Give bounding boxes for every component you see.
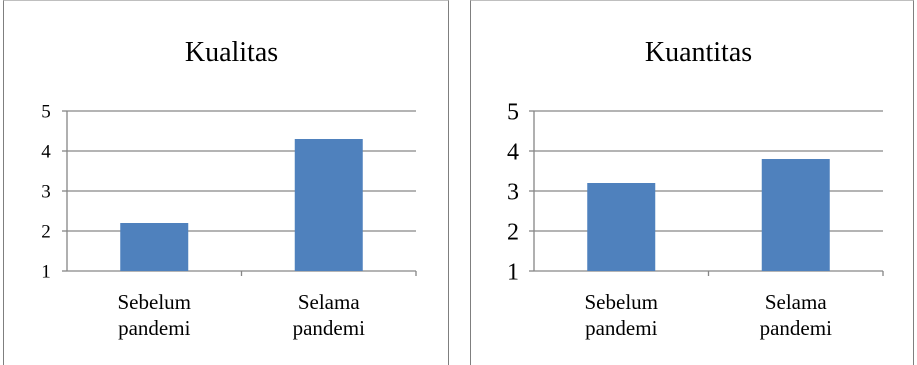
chart-panel-kuantitas: Kuantitas 1 2 3 4 5 Sebelum pandemi Selama pandem… bbox=[470, 0, 914, 365]
chart-1-title: Kuantitas bbox=[645, 37, 752, 68]
chart-1-bar-1 bbox=[761, 159, 830, 271]
chart-1-category-label-0-1: pandemi bbox=[585, 316, 657, 340]
chart-1-ytick-label-4: 4 bbox=[507, 139, 519, 165]
chart-0-ytick-label-4: 4 bbox=[41, 142, 51, 163]
chart-0-category-label-0-0: Sebelum bbox=[118, 290, 192, 314]
chart-1-ytick-label-3: 3 bbox=[507, 179, 519, 205]
chart-1-ytick-label-1: 1 bbox=[507, 259, 519, 285]
chart-kuantitas: Kuantitas12345SebelumpandemiSelamapandem… bbox=[507, 37, 884, 340]
chart-0-bar-1 bbox=[294, 139, 363, 271]
chart-0-ytick-label-1: 1 bbox=[41, 262, 51, 283]
chart-1-ytick-label-5: 5 bbox=[507, 99, 519, 125]
chart-0-category-label-1-0: Selama bbox=[298, 290, 360, 314]
chart-1-bar-0 bbox=[587, 183, 656, 271]
chart-1-ytick-label-2: 2 bbox=[507, 219, 519, 245]
chart-0-bar-0 bbox=[120, 223, 189, 271]
chart-0-ytick-label-2: 2 bbox=[41, 222, 51, 243]
chart-0-category-label-1-1: pandemi bbox=[293, 316, 365, 340]
chart-0-category-label-0-1: pandemi bbox=[118, 316, 190, 340]
chart-1-category-label-0-0: Sebelum bbox=[585, 290, 659, 314]
chart-0-ytick-label-5: 5 bbox=[41, 102, 51, 123]
chart-0-ytick-label-3: 3 bbox=[41, 182, 51, 203]
chart-0-title: Kualitas bbox=[185, 37, 278, 68]
chart-1-category-label-1-1: pandemi bbox=[760, 316, 832, 340]
chart-panel-kualitas: Kualitas 1 2 3 4 5 Sebelum pandemi Selama pandemi bbox=[3, 0, 449, 365]
chart-1-category-label-1-0: Selama bbox=[765, 290, 827, 314]
